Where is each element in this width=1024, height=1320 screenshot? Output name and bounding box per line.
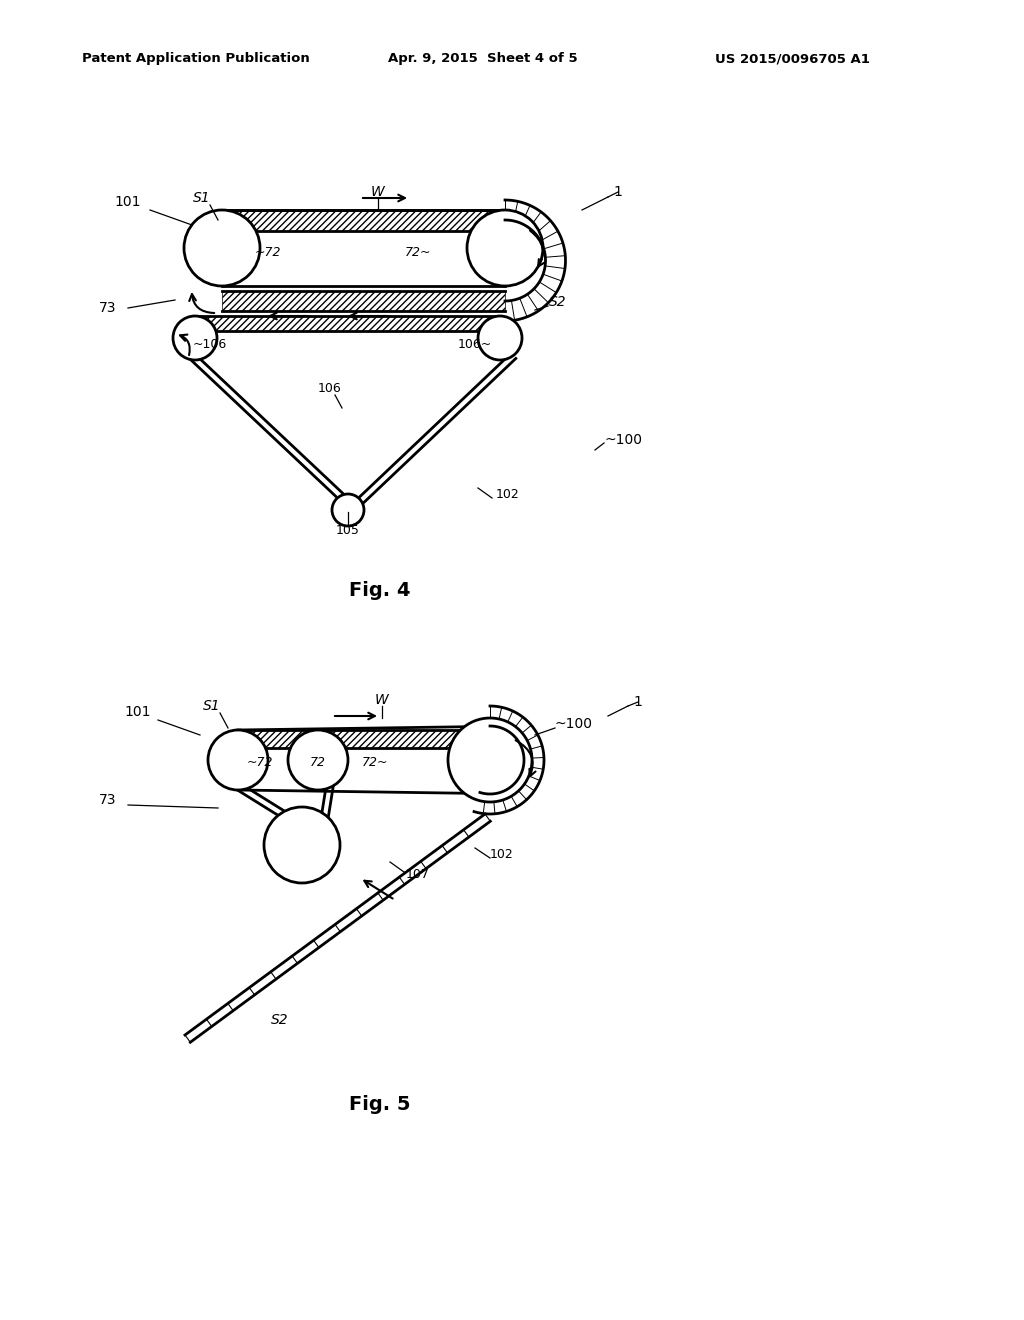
Text: Fig. 4: Fig. 4: [349, 581, 411, 599]
Text: Apr. 9, 2015  Sheet 4 of 5: Apr. 9, 2015 Sheet 4 of 5: [388, 51, 578, 65]
Text: S1: S1: [203, 700, 221, 713]
Text: 72: 72: [310, 755, 326, 768]
Text: ~106: ~106: [193, 338, 227, 351]
Text: Patent Application Publication: Patent Application Publication: [82, 51, 309, 65]
Text: 1: 1: [613, 185, 623, 199]
Text: S2: S2: [549, 294, 567, 309]
Text: W: W: [371, 185, 385, 199]
Text: 72~: 72~: [361, 755, 388, 768]
Text: 73: 73: [99, 301, 117, 315]
Text: 102: 102: [490, 849, 514, 862]
Text: 106: 106: [318, 381, 342, 395]
Text: S1: S1: [194, 191, 211, 205]
Circle shape: [478, 315, 522, 360]
Text: Fig. 5: Fig. 5: [349, 1096, 411, 1114]
Bar: [222, 210, 505, 231]
Text: 1: 1: [634, 696, 642, 709]
Text: 102: 102: [496, 488, 520, 502]
Bar: [238, 730, 490, 748]
Text: 73: 73: [99, 793, 117, 807]
Text: ~72: ~72: [247, 755, 273, 768]
Bar: [195, 315, 500, 331]
Text: S2: S2: [271, 1012, 289, 1027]
Text: 106~: 106~: [458, 338, 493, 351]
Circle shape: [449, 718, 532, 803]
Text: ~72: ~72: [255, 246, 282, 259]
Circle shape: [467, 210, 543, 286]
Text: US 2015/0096705 A1: US 2015/0096705 A1: [715, 51, 869, 65]
Text: 101: 101: [115, 195, 141, 209]
Circle shape: [264, 807, 340, 883]
Circle shape: [288, 730, 348, 789]
Text: 72~: 72~: [404, 246, 431, 259]
Text: 101: 101: [125, 705, 152, 719]
Text: 105: 105: [336, 524, 360, 536]
Text: 107: 107: [407, 869, 430, 882]
Bar: [222, 290, 505, 312]
Circle shape: [173, 315, 217, 360]
Text: W: W: [375, 693, 389, 708]
Text: ~100: ~100: [604, 433, 642, 447]
Text: ~100: ~100: [554, 717, 592, 731]
Circle shape: [208, 730, 268, 789]
Circle shape: [332, 494, 364, 525]
Circle shape: [184, 210, 260, 286]
